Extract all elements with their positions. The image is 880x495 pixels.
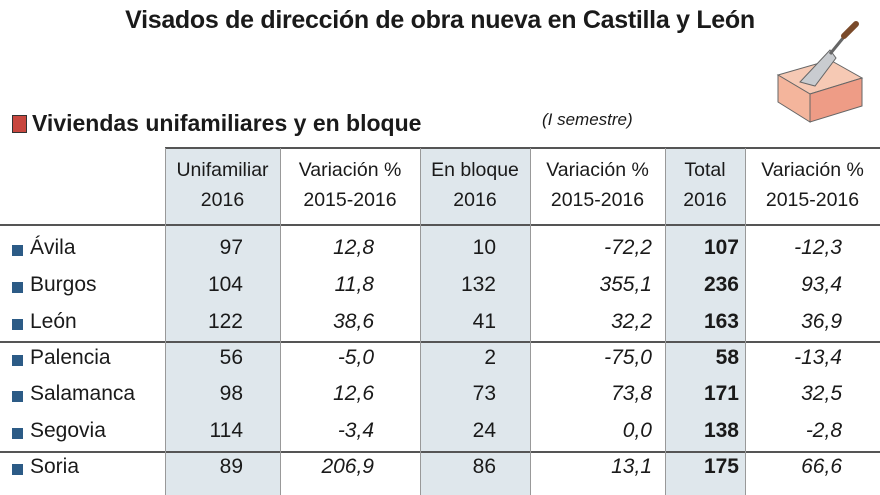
cell: 58 <box>715 346 739 369</box>
cell: 206,9 <box>321 455 374 478</box>
column-header: 2016 <box>453 189 497 211</box>
column-shade <box>420 148 530 495</box>
cell: 73 <box>472 382 496 405</box>
cell: 0,0 <box>622 419 652 442</box>
column-divider <box>745 148 746 495</box>
cell: 32,5 <box>801 382 842 405</box>
bullet <box>12 319 23 330</box>
rule <box>0 224 880 226</box>
cell: 41 <box>472 310 496 333</box>
column-divider <box>665 148 666 495</box>
cell: -72,2 <box>604 236 652 259</box>
column-header: Variación % <box>761 159 864 181</box>
brick-icon <box>776 21 864 123</box>
cell: -2,8 <box>805 419 842 442</box>
cell: 104 <box>207 273 243 296</box>
cell: 73,8 <box>611 382 652 405</box>
row-label: León <box>30 310 77 333</box>
cell: 10 <box>472 236 496 259</box>
cell: 24 <box>472 419 496 442</box>
column-divider <box>165 148 166 495</box>
note: (I semestre) <box>542 110 633 129</box>
bullet <box>12 464 23 475</box>
cell: 114 <box>209 419 243 442</box>
bullet <box>12 245 23 256</box>
row-label: Soria <box>30 455 80 478</box>
row-label: Segovia <box>30 419 106 442</box>
cell: -12,3 <box>794 236 842 259</box>
cell: 38,6 <box>333 310 374 333</box>
cell: 86 <box>472 455 496 478</box>
row-label: Ávila <box>30 236 76 259</box>
cell: -5,0 <box>337 346 374 369</box>
cell: 12,6 <box>333 382 374 405</box>
cell: -3,4 <box>337 419 374 442</box>
rule <box>0 451 880 453</box>
cell: 236 <box>703 273 739 296</box>
column-header: Total <box>684 159 726 181</box>
column-divider <box>280 148 281 495</box>
cell: 163 <box>703 310 739 333</box>
cell: 11,8 <box>334 273 374 296</box>
cell: 89 <box>219 455 243 478</box>
subtitle: Viviendas unifamiliares y en bloque <box>32 110 422 136</box>
title: Visados de dirección de obra nueva en Ca… <box>125 6 755 34</box>
column-header: 2016 <box>200 189 245 211</box>
column-header: En bloque <box>431 159 519 181</box>
subtitle-icon <box>12 115 27 133</box>
column-divider <box>420 148 421 495</box>
cell: -75,0 <box>604 346 652 369</box>
cell: 171 <box>703 382 739 405</box>
cell: 93,4 <box>801 273 842 296</box>
cell: 36,9 <box>801 310 842 333</box>
cell: 56 <box>219 346 243 369</box>
column-shade <box>165 148 280 495</box>
column-header: 2015-2016 <box>303 189 397 211</box>
cell: 355,1 <box>599 273 652 296</box>
row-label: Salamanca <box>30 382 136 405</box>
column-header: 2015-2016 <box>765 189 860 211</box>
cell: 107 <box>703 236 739 259</box>
column-header: Variación % <box>546 159 649 181</box>
cell: 98 <box>219 382 243 405</box>
column-header: 2015-2016 <box>550 189 645 211</box>
cell: 97 <box>219 236 243 259</box>
rule <box>165 147 880 149</box>
rule <box>0 341 880 343</box>
row-label: Palencia <box>30 346 111 369</box>
cell: 122 <box>207 310 243 333</box>
cell: 132 <box>460 273 496 296</box>
column-shade <box>665 148 745 495</box>
column-header: 2016 <box>683 189 727 211</box>
column-header: Variación % <box>298 159 402 181</box>
row-label: Burgos <box>30 273 97 296</box>
column-divider <box>530 148 531 495</box>
bullet <box>12 282 23 293</box>
bullet <box>12 428 23 439</box>
column-header: Unifamiliar <box>176 159 269 181</box>
bullet <box>12 391 23 402</box>
cell: 66,6 <box>801 455 842 478</box>
cell: 32,2 <box>611 310 652 333</box>
cell: 2 <box>484 346 496 369</box>
cell: 13,1 <box>611 455 652 478</box>
cell: 138 <box>703 419 739 442</box>
bullet <box>12 355 23 366</box>
cell: 12,8 <box>333 236 374 259</box>
cell: -13,4 <box>794 346 842 369</box>
cell: 175 <box>703 455 739 478</box>
